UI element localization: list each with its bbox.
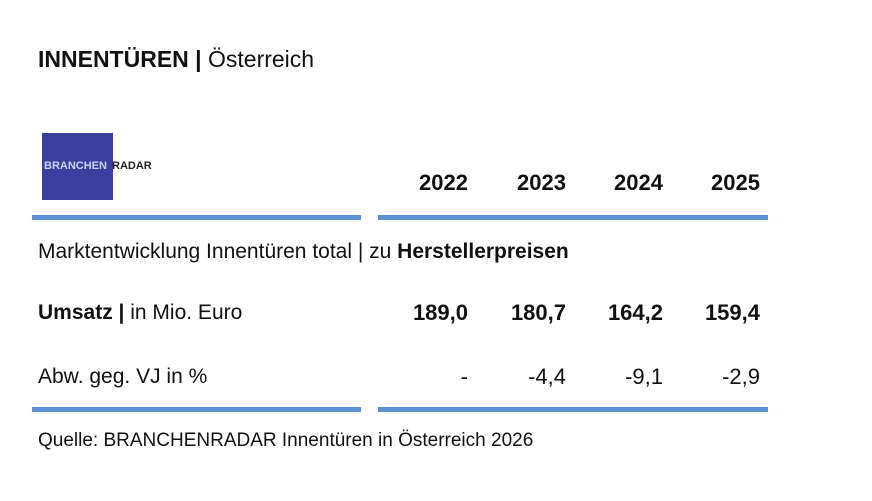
row-label-bold: Umsatz |: [38, 301, 125, 324]
cell: 189,0: [412, 300, 468, 325]
year: 2022: [419, 170, 468, 195]
row-label: Abw. geg. VJ in %: [38, 365, 208, 388]
cell: 180,7: [510, 300, 566, 325]
rule: [378, 215, 768, 220]
subtitle-bold: Herstellerpreisen: [397, 240, 569, 263]
cell: 159,4: [704, 300, 760, 325]
logo-part1: BRANCHEN: [44, 160, 107, 172]
subtitle: Marktentwicklung Innentüren total | zu H…: [38, 240, 569, 264]
cell: 164,2: [607, 300, 663, 325]
cell: -2,9: [722, 364, 760, 389]
row-label-regular: in Mio. Euro: [130, 301, 243, 324]
year: 2025: [711, 170, 760, 195]
cell: -: [460, 364, 468, 389]
year: 2023: [517, 170, 566, 195]
logo-part2: RADAR: [112, 160, 152, 172]
title: INNENTÜREN | Österreich: [38, 46, 314, 73]
year: 2024: [614, 170, 663, 195]
title-bold: INNENTÜREN |: [38, 46, 202, 72]
subtitle-regular: Marktentwicklung Innentüren total | zu: [38, 240, 392, 263]
rule: [378, 407, 768, 412]
rule: [32, 215, 361, 220]
cell: -4,4: [528, 364, 566, 389]
title-regular: Österreich: [208, 46, 315, 72]
cell: -9,1: [625, 364, 663, 389]
logo: BRANCHEN RADAR: [42, 133, 152, 200]
row-label: Umsatz | in Mio. Euro: [38, 301, 242, 325]
source: Quelle: BRANCHENRADAR Innentüren in Öste…: [38, 430, 534, 451]
rule: [32, 407, 361, 412]
